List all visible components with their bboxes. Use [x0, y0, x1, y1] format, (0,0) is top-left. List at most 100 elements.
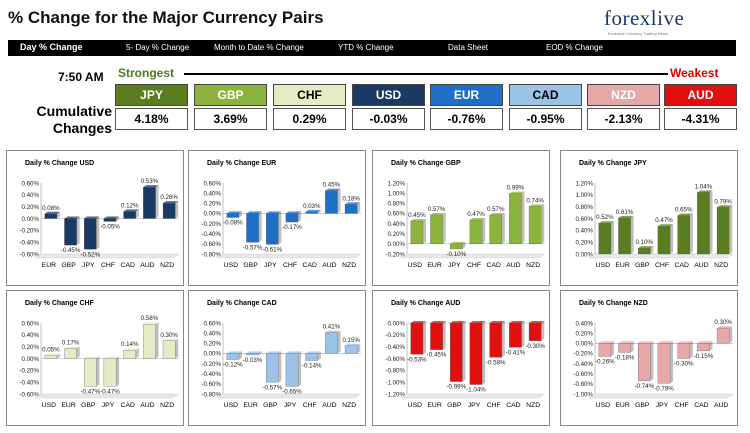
data-label: 0.18% [342, 195, 360, 202]
nav-5-day-change[interactable]: 5- Day % Change [126, 43, 190, 52]
bar-top [325, 188, 341, 191]
data-label: 0.17% [62, 339, 80, 346]
category-label: AUD [140, 402, 154, 409]
data-label: 0.53% [141, 178, 159, 185]
nav-eod-change[interactable]: EOD % Change [546, 43, 603, 52]
data-label: 0.45% [323, 182, 341, 189]
bar-jpy [266, 213, 279, 245]
bar-usd [598, 223, 612, 255]
y-tick-label: 1.20% [575, 180, 593, 187]
bar-eur [618, 217, 631, 255]
category-label: CAD [675, 262, 689, 269]
bar-side [709, 341, 713, 351]
data-label: -0.10% [446, 251, 466, 258]
data-label: 0.03% [303, 203, 321, 210]
bar-top [598, 221, 614, 224]
y-tick-label: 0.60% [21, 320, 39, 327]
category-label: NZD [342, 402, 356, 409]
chart-svg-aud: Daily % Change AUD 0.00% -0.20% -0.40% -0.60… [385, 300, 546, 409]
bar-cad [509, 322, 522, 348]
bar-top [618, 341, 634, 344]
nav-day-change[interactable]: Day % Change [20, 42, 83, 52]
data-label: 0.79% [714, 198, 732, 205]
bar-side [278, 211, 282, 245]
data-label: 0.58% [141, 315, 159, 322]
category-label: JPY [656, 402, 669, 409]
bar-top [509, 191, 525, 194]
y-tick-label: 0.00% [203, 211, 221, 218]
chart-floor [34, 253, 180, 259]
currency-summary-eur: EUR -0.76% [430, 84, 503, 130]
bar-gbp [638, 247, 651, 255]
category-label: CHF [303, 402, 317, 409]
category-label: USD [408, 402, 422, 409]
y-tick-label: 0.20% [203, 341, 221, 348]
data-label: 0.57% [428, 206, 446, 213]
data-label: -0.05% [100, 223, 120, 230]
bar-cad [697, 343, 710, 352]
category-label: JPY [468, 402, 481, 409]
y-tick-label: 0.60% [21, 180, 39, 187]
y-tick-label: -0.40% [573, 361, 593, 368]
bar-side [482, 321, 486, 385]
bar-side [175, 338, 179, 359]
category-label: AUD [140, 262, 154, 269]
bar-side [541, 321, 545, 341]
bar-top [529, 321, 545, 323]
currency-change-chf: 0.29% [273, 108, 346, 130]
data-label: -0.57% [262, 384, 282, 391]
y-tick-label: -0.40% [19, 379, 39, 386]
y-tick-label: -0.80% [201, 391, 221, 398]
category-label: NZD [714, 262, 728, 269]
category-label: EUR [427, 262, 441, 269]
category-label: USD [224, 402, 238, 409]
y-tick-label: 0.20% [387, 231, 405, 238]
currency-change-nzd: -2.13% [587, 108, 660, 130]
category-label: EUR [61, 402, 75, 409]
y-tick-label: 0.40% [203, 330, 221, 337]
data-label: 0.65% [675, 207, 693, 214]
category-label: CHF [675, 402, 689, 409]
nav-ytd-change[interactable]: YTD % Change [338, 43, 394, 52]
bar-top [325, 330, 341, 333]
bar-side [135, 209, 139, 219]
forexlive-logo: forexlive Exclusive Currency Trading New… [598, 6, 708, 36]
chart-title: Daily % Change USD [25, 160, 94, 167]
bar-usd [226, 353, 240, 360]
bar-nzd [528, 206, 542, 245]
y-tick-label: -0.60% [19, 391, 39, 398]
bar-cad [123, 350, 136, 359]
data-label: -0.74% [634, 383, 654, 390]
category-label: CHF [283, 262, 297, 269]
bar-chf [657, 226, 671, 255]
chart-floor [588, 393, 734, 399]
nav-month-to-date[interactable]: Month to Date % Change [214, 43, 304, 52]
bar-eur [618, 343, 631, 353]
y-tick-label: -0.80% [573, 381, 593, 388]
y-tick-label: 0.80% [575, 204, 593, 211]
y-tick-label: 0.00% [21, 356, 39, 363]
bar-top [410, 321, 426, 323]
y-tick-label: -0.40% [385, 344, 405, 351]
bar-side [610, 341, 614, 357]
bar-side [729, 326, 733, 344]
bar-usd [226, 213, 240, 218]
data-label: 0.41% [323, 324, 341, 331]
bar-top [410, 219, 426, 222]
bar-nzd [528, 322, 542, 341]
bar-top [598, 341, 614, 344]
bar-side [298, 351, 302, 387]
currency-summary-usd: USD -0.03% [352, 84, 425, 130]
bar-side [258, 211, 262, 243]
category-label: NZD [342, 262, 356, 269]
y-tick-label: 0.20% [575, 239, 593, 246]
chart-panel-eur: Daily % Change EUR 0.60% 0.40% 0.20% 0.00% -0… [188, 150, 366, 286]
bar-jpy [84, 218, 97, 250]
category-label: CHF [467, 262, 481, 269]
page-title: % Change for the Major Currency Pairs [8, 8, 324, 27]
data-label: -1.04% [466, 387, 486, 394]
chart-svg-cad: Daily % Change CAD0.60%0.40%0.20%0.00%-0… [201, 300, 362, 409]
nav-data-sheet[interactable]: Data Sheet [448, 43, 489, 52]
bar-side [630, 341, 634, 353]
bar-aud [325, 332, 338, 354]
